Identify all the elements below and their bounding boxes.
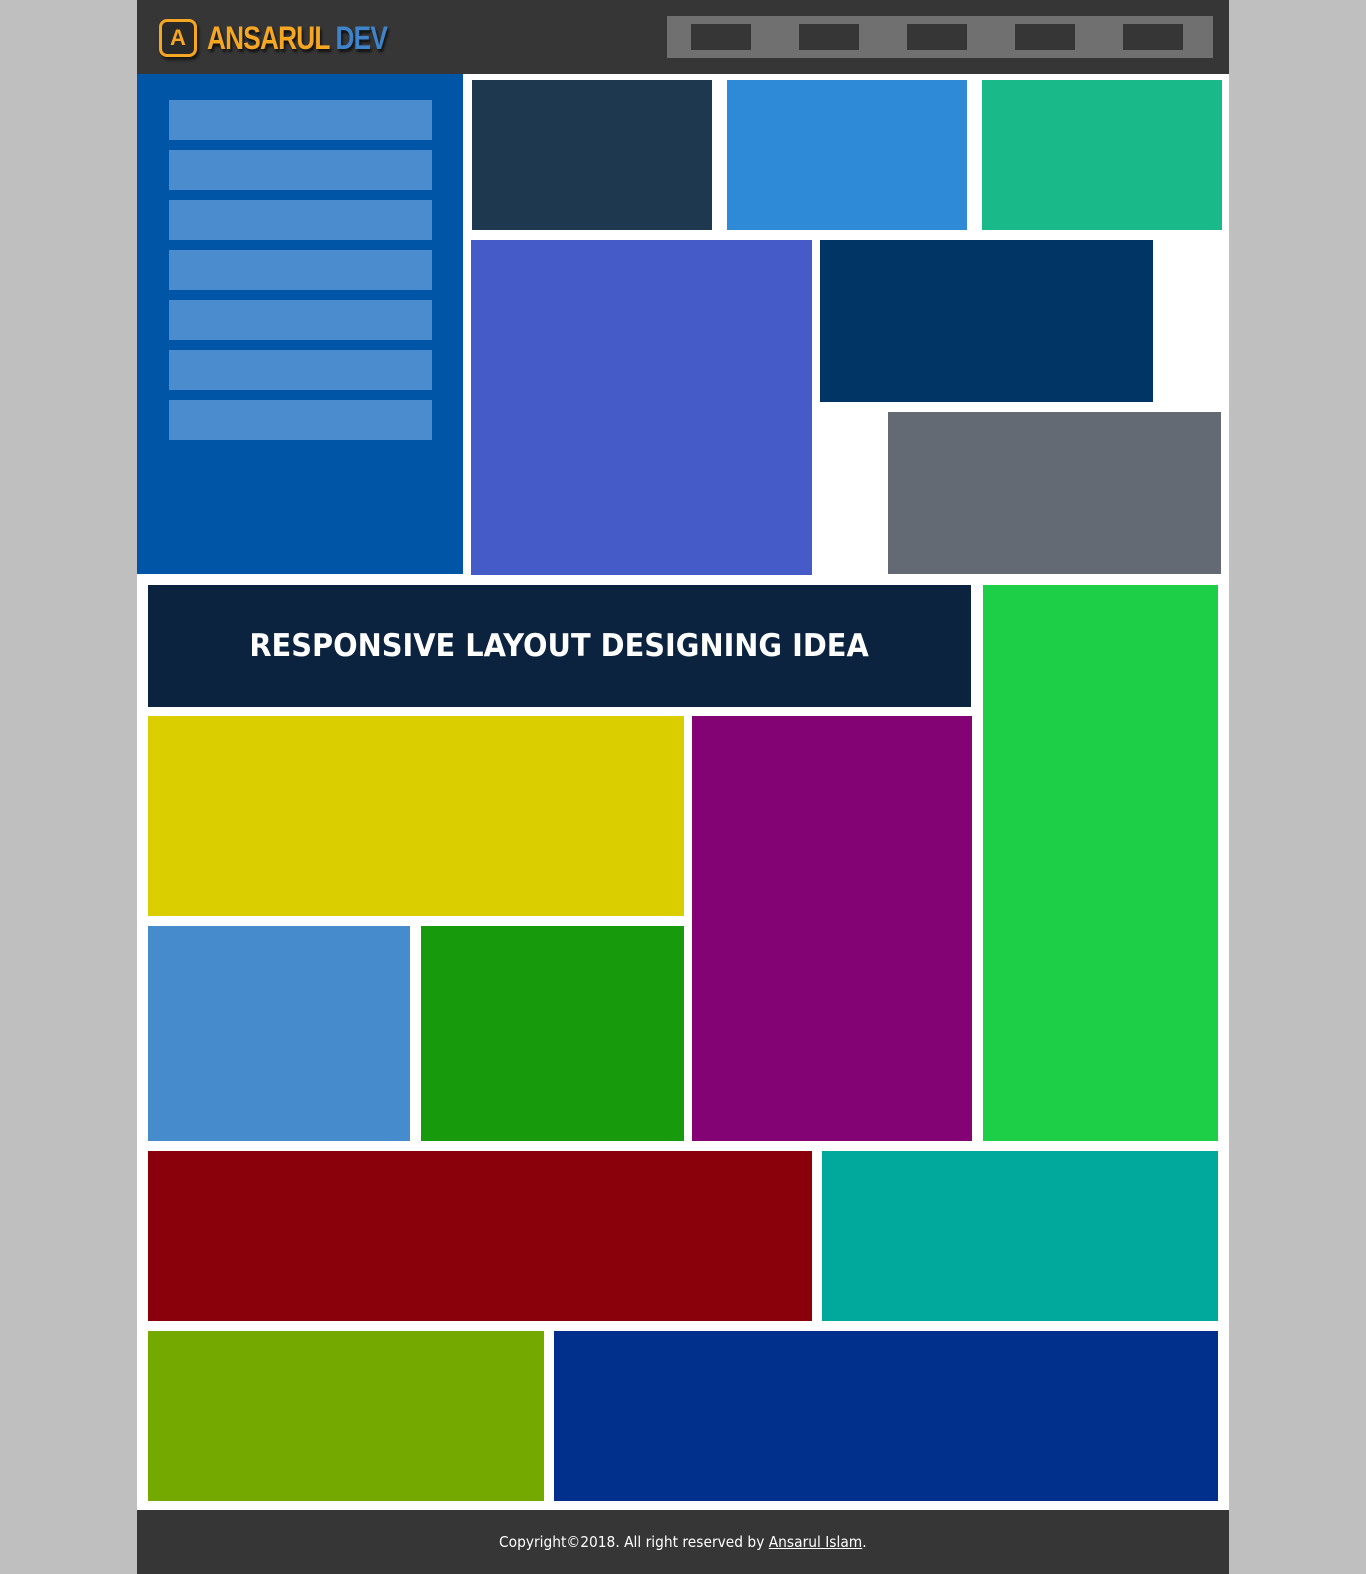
top-block-2 (727, 80, 967, 230)
teal-block (822, 1151, 1218, 1321)
sidebar (137, 74, 463, 574)
sidebar-item-6[interactable] (169, 350, 432, 390)
copyright-text: Copyright©2018. All right reserved by An… (499, 1533, 867, 1551)
logo-mark-icon: A (159, 19, 197, 57)
large-purple-blue-block (471, 240, 812, 575)
sidebar-item-5[interactable] (169, 300, 432, 340)
brand-primary: ANSARUL (207, 19, 330, 56)
page-title: RESPONSIVE LAYOUT DESIGNING IDEA (249, 628, 870, 664)
copyright-prefix: Copyright©2018. All right reserved by (499, 1533, 769, 1551)
brand-secondary: DEV (335, 19, 388, 56)
nav-item-3[interactable] (907, 24, 967, 50)
tall-green-block (983, 585, 1218, 1141)
nav-item-2[interactable] (799, 24, 859, 50)
author-link[interactable]: Ansarul Islam (768, 1533, 863, 1551)
nav-item-1[interactable] (691, 24, 751, 50)
site-header: A ANSARUL DEV (137, 0, 1229, 74)
green-block (421, 926, 684, 1141)
top-block-3 (982, 80, 1222, 230)
hero-banner: RESPONSIVE LAYOUT DESIGNING IDEA (148, 585, 971, 707)
sidebar-item-7[interactable] (169, 400, 432, 440)
slate-block (888, 412, 1221, 574)
nav-item-5[interactable] (1123, 24, 1183, 50)
olive-green-block (148, 1331, 544, 1501)
purple-block (692, 716, 972, 1141)
sidebar-item-2[interactable] (169, 150, 432, 190)
royal-blue-block (554, 1331, 1218, 1501)
main-nav (667, 16, 1213, 58)
yellow-block (148, 716, 684, 916)
sidebar-item-1[interactable] (169, 100, 432, 140)
logo-text: ANSARUL DEV (207, 19, 388, 57)
navy-block (820, 240, 1153, 402)
dark-red-block (148, 1151, 812, 1321)
site-footer: Copyright©2018. All right reserved by An… (137, 1510, 1229, 1574)
light-blue-block (148, 926, 410, 1141)
copyright-suffix: . (862, 1533, 867, 1551)
site-logo[interactable]: A ANSARUL DEV (159, 18, 427, 58)
sidebar-item-4[interactable] (169, 250, 432, 290)
nav-item-4[interactable] (1015, 24, 1075, 50)
sidebar-item-3[interactable] (169, 200, 432, 240)
top-block-1 (472, 80, 712, 230)
logo-letter: A (170, 25, 186, 50)
page-container: A ANSARUL DEV RESPONSIVE LAYOUT DESIGN (137, 0, 1229, 1574)
